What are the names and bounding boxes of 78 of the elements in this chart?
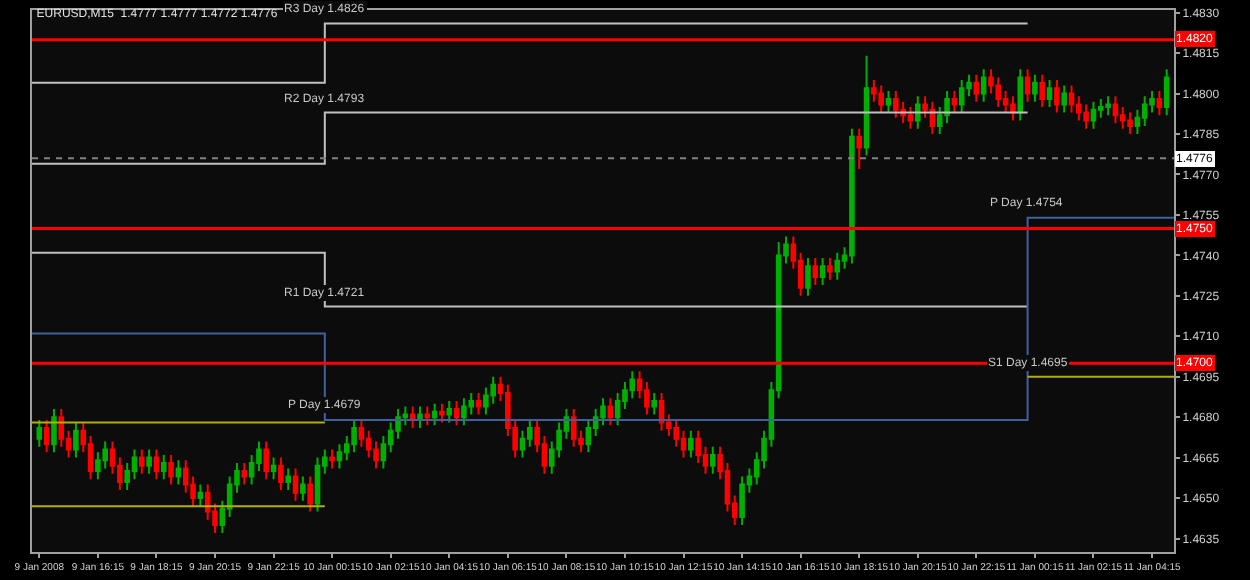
candlestick xyxy=(307,475,313,513)
candlestick xyxy=(914,95,921,130)
candlestick xyxy=(1090,100,1097,130)
candlestick xyxy=(292,467,299,502)
candlestick xyxy=(1046,79,1053,109)
candlestick xyxy=(651,391,658,416)
candlestick xyxy=(951,89,958,114)
candlestick xyxy=(475,391,482,416)
candlestick xyxy=(1105,95,1111,117)
candlestick xyxy=(710,445,716,475)
candlestick xyxy=(336,443,343,470)
candlestick xyxy=(1163,68,1170,117)
candlestick xyxy=(153,448,160,481)
candlestick xyxy=(878,84,884,114)
candlestick xyxy=(863,54,870,157)
candlestick xyxy=(73,421,79,459)
candlestick xyxy=(300,475,306,502)
candlestick xyxy=(680,429,687,459)
candlestick xyxy=(1054,79,1060,114)
candlestick xyxy=(607,397,614,427)
candlestick xyxy=(424,405,431,427)
candlestick xyxy=(885,89,892,114)
candlestick xyxy=(973,73,980,103)
candlestick xyxy=(871,79,877,103)
candlestick xyxy=(849,127,855,265)
candlestick xyxy=(1032,73,1038,103)
candlestick xyxy=(1061,84,1067,114)
candlestick xyxy=(834,251,841,281)
candlestick xyxy=(146,448,152,475)
candlestick xyxy=(270,456,277,481)
candlestick xyxy=(314,456,321,513)
candlestick xyxy=(893,89,899,119)
candlestick xyxy=(805,257,811,297)
candlestick xyxy=(285,467,292,491)
candlestick xyxy=(197,483,204,508)
candlestick xyxy=(827,257,833,281)
candlestick xyxy=(139,448,145,475)
candlestick xyxy=(688,429,694,459)
candlestick xyxy=(329,448,335,470)
candlestick xyxy=(51,408,57,454)
candlestick xyxy=(278,456,284,491)
candlestick xyxy=(819,257,826,287)
candlestick xyxy=(570,408,577,448)
candlestick xyxy=(461,397,467,427)
candlestick xyxy=(453,400,460,427)
candlestick xyxy=(1127,111,1133,136)
candlestick xyxy=(980,68,987,103)
candlestick xyxy=(739,475,745,527)
candlestick xyxy=(1024,68,1031,103)
candlestick xyxy=(856,127,863,171)
candlestick xyxy=(929,100,936,136)
candlestick xyxy=(351,418,357,454)
candlestick xyxy=(36,418,43,448)
candlestick xyxy=(1017,68,1024,122)
candlestick xyxy=(658,391,665,432)
candlestick xyxy=(907,106,914,130)
candlestick xyxy=(168,453,174,486)
candlestick xyxy=(263,440,270,481)
candlestick xyxy=(431,402,438,427)
candlestick xyxy=(446,400,453,424)
candlestick xyxy=(241,462,248,486)
candlestick xyxy=(43,418,50,454)
candlestick xyxy=(958,79,965,114)
candlestick xyxy=(417,405,423,429)
candlestick xyxy=(1112,95,1119,125)
candlestick xyxy=(1039,73,1046,109)
candlestick xyxy=(439,402,445,424)
candlestick xyxy=(1068,84,1075,114)
candlestick xyxy=(995,76,1002,109)
candlestick xyxy=(1156,89,1163,117)
candlestick xyxy=(1141,95,1148,127)
candlestick xyxy=(812,257,819,287)
candlestick xyxy=(175,459,182,486)
candlestick xyxy=(1010,95,1016,122)
candlestick xyxy=(1083,103,1089,130)
candlestick xyxy=(409,405,416,429)
candlestick xyxy=(519,429,526,459)
candlestick xyxy=(160,453,167,481)
